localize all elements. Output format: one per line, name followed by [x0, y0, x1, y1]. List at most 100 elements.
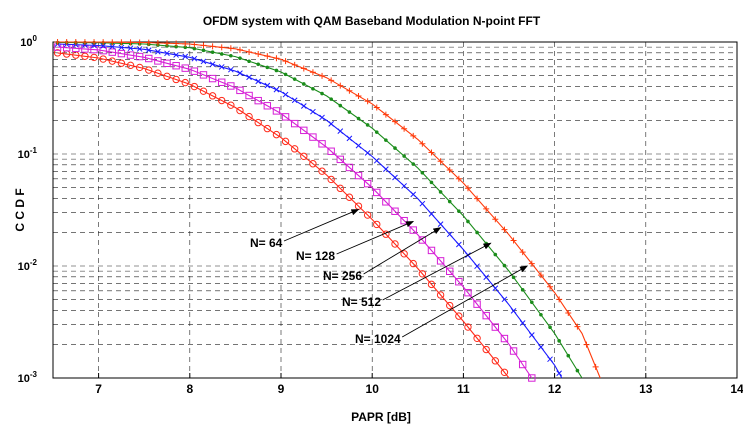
data-point [72, 39, 79, 46]
y-tick-label: 10-1 [18, 146, 38, 161]
data-point [519, 249, 526, 256]
data-point [218, 78, 226, 86]
data-point [274, 68, 279, 73]
data-point [437, 221, 444, 227]
annotation-arrow [401, 265, 529, 338]
data-point [556, 370, 563, 377]
data-point [327, 175, 335, 184]
data-point [538, 344, 544, 350]
data-point [384, 138, 388, 142]
series-annotation-label: N= 1024 [355, 332, 401, 346]
annotation-arrow [336, 221, 415, 255]
data-point [518, 360, 527, 369]
data-point [192, 46, 197, 51]
y-tick-label: 100 [20, 34, 37, 49]
data-point [145, 54, 153, 63]
data-point [256, 62, 261, 67]
data-point [145, 66, 153, 74]
data-point [283, 72, 288, 77]
data-point [154, 57, 162, 65]
data-point [136, 39, 143, 46]
data-point [163, 59, 171, 68]
series-annotation-label: N= 512 [342, 295, 381, 309]
data-point [290, 145, 299, 153]
data-point [54, 39, 61, 45]
data-point [548, 325, 552, 330]
data-point [363, 211, 372, 219]
data-point [247, 59, 251, 64]
data-point [236, 106, 244, 115]
data-point [328, 121, 335, 127]
x-tick-label: 10 [366, 382, 380, 396]
data-point [401, 183, 407, 189]
data-point [300, 126, 308, 135]
data-point [265, 65, 270, 70]
data-point [190, 82, 199, 91]
data-point [118, 39, 125, 46]
data-point [190, 67, 199, 75]
data-point [328, 77, 335, 84]
data-point [91, 42, 97, 49]
x-tick-label: 11 [457, 382, 470, 396]
x-tick-label: 8 [186, 382, 193, 396]
data-point [218, 96, 226, 105]
data-point [455, 175, 462, 182]
data-point [427, 280, 436, 289]
data-point [373, 157, 380, 164]
data-point [429, 180, 434, 185]
data-point [310, 108, 316, 115]
data-point [81, 52, 89, 60]
data-point [273, 86, 280, 93]
data-point [400, 216, 408, 225]
data-point [446, 166, 453, 173]
data-point [410, 132, 417, 139]
data-point [447, 199, 452, 204]
data-point [255, 51, 262, 58]
x-tick-label: 14 [730, 382, 743, 396]
data-point [126, 61, 135, 70]
data-point [174, 44, 178, 49]
data-point [566, 353, 571, 358]
data-point [164, 50, 170, 57]
data-point [173, 52, 179, 58]
data-point [173, 40, 180, 47]
data-point [418, 270, 427, 278]
data-point [108, 57, 116, 65]
data-point [155, 48, 161, 55]
data-point [575, 368, 580, 373]
data-point [135, 52, 144, 61]
data-point [583, 341, 590, 348]
data-point [393, 146, 397, 150]
data-point [281, 113, 290, 121]
data-point [291, 97, 298, 104]
data-point [329, 97, 333, 101]
data-point [108, 48, 116, 56]
data-point [336, 184, 344, 193]
data-point [272, 130, 281, 139]
series-line [57, 43, 563, 379]
data-point [90, 45, 98, 54]
data-point [574, 323, 581, 330]
plot-area [53, 42, 737, 378]
data-point [273, 55, 280, 62]
data-point [501, 296, 508, 303]
data-point [337, 82, 344, 89]
data-point [327, 147, 335, 155]
data-point [255, 78, 262, 85]
series-annotation-label: N= 64 [250, 236, 283, 250]
data-point [373, 188, 381, 197]
data-point [236, 86, 244, 95]
data-point [492, 285, 499, 292]
data-point [191, 41, 198, 48]
data-point [466, 219, 470, 224]
series-5 [54, 39, 601, 379]
data-point [592, 363, 599, 370]
annotation-arrow [363, 227, 442, 275]
data-point [391, 240, 399, 248]
data-point [209, 43, 216, 50]
data-point [245, 112, 253, 121]
data-point [81, 39, 88, 46]
data-point [154, 39, 161, 46]
data-point [290, 119, 299, 128]
